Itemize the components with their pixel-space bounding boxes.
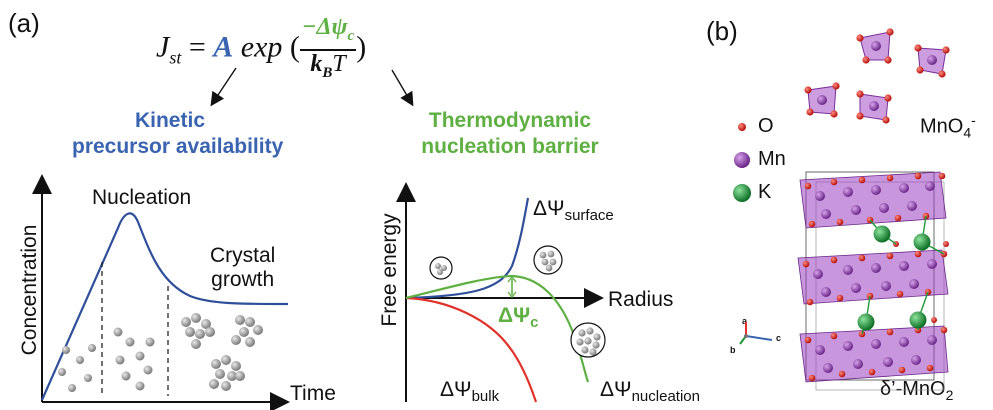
concentration-curve xyxy=(40,212,289,401)
nucleation-energy-curve xyxy=(405,274,590,383)
exponent-denominator: kBT xyxy=(310,50,346,81)
arrow-to-kinetic xyxy=(210,67,237,107)
right-plot-xlabel: Radius xyxy=(608,288,674,311)
nucleation-label: Nucleation xyxy=(92,186,192,209)
arrow-to-thermodynamic xyxy=(391,69,414,107)
equals-sign: = xyxy=(188,30,206,64)
axis-a-label: a xyxy=(742,316,748,326)
layered-mno2-structure xyxy=(797,171,949,391)
oxygen-atom-icon xyxy=(738,123,746,131)
panel-b-label: (b) xyxy=(706,16,738,46)
rate-symbol: J xyxy=(156,30,170,64)
panel-a-label: (a) xyxy=(8,8,40,38)
permanganate-tetrahedra xyxy=(804,28,950,124)
potassium-atom-icon xyxy=(733,184,751,202)
thermodynamic-label: Thermodynamic nucleation barrier xyxy=(421,109,599,158)
permanganate-label: MnO4- xyxy=(920,112,976,141)
rate-equation: Jst = A exp ( −Δψc kBT ) xyxy=(156,14,366,81)
crystal-growth-label: Crystal growth xyxy=(210,244,276,291)
rate-subscript: st xyxy=(169,47,182,68)
critical-barrier-label: ΔΨc xyxy=(498,304,539,332)
axis-c-label: c xyxy=(776,333,782,343)
small-cluster-icon xyxy=(429,256,453,280)
phase-label: δ’-MnO2 xyxy=(880,378,954,403)
precursor-particles xyxy=(58,327,155,392)
left-plot-xlabel: Time xyxy=(290,382,336,405)
critical-cluster-icon xyxy=(533,245,563,275)
legend-manganese-label: Mn xyxy=(758,148,786,170)
prefactor-a: A xyxy=(213,30,234,64)
surface-energy-curve xyxy=(405,197,530,300)
exp-function: exp xyxy=(240,30,283,64)
crystal-axes-icon xyxy=(739,322,773,345)
exponent-numerator: −Δψc xyxy=(299,14,357,51)
bulk-energy-label: ΔΨbulk xyxy=(440,378,500,406)
kinetic-label: Kinetic precursor availability xyxy=(72,109,284,158)
nuclei-clusters xyxy=(181,313,263,391)
bulk-energy-curve xyxy=(405,296,538,403)
legend-potassium-label: K xyxy=(758,181,772,203)
legend-oxygen-label: O xyxy=(758,115,774,137)
axis-b-label: b xyxy=(730,345,736,355)
surface-energy-label: ΔΨsurface xyxy=(533,197,614,225)
nucleation-energy-label: ΔΨnucleation xyxy=(600,378,700,406)
large-cluster-icon xyxy=(570,322,606,358)
manganese-atom-icon xyxy=(734,152,750,168)
